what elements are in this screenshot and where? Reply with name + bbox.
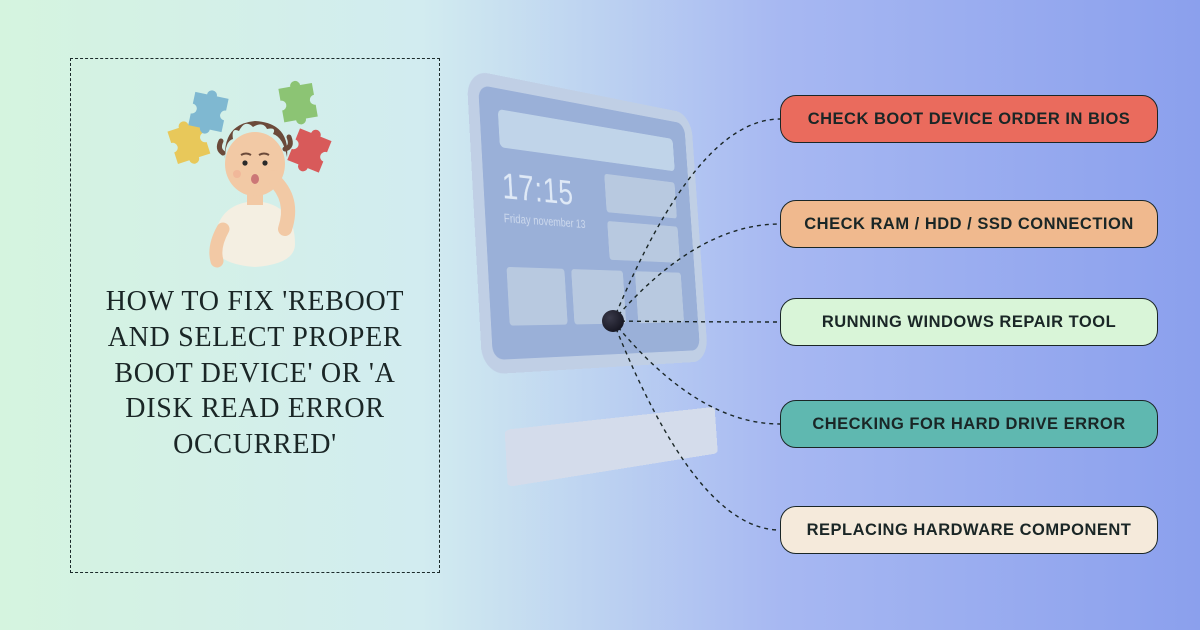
solution-label: RUNNING WINDOWS REPAIR TOOL xyxy=(822,313,1116,332)
title-panel: HOW TO FIX 'REBOOT AND SELECT PROPER BOO… xyxy=(70,58,440,573)
puzzle-piece-icon xyxy=(278,79,319,127)
solution-pill-4: REPLACING HARDWARE COMPONENT xyxy=(780,506,1158,554)
computer-illustration: 17:15 Friday november 13 xyxy=(478,85,720,533)
solution-pill-0: CHECK BOOT DEVICE ORDER IN BIOS xyxy=(780,95,1158,143)
solution-label: REPLACING HARDWARE COMPONENT xyxy=(807,521,1132,540)
solution-pill-1: CHECK RAM / HDD / SSD CONNECTION xyxy=(780,200,1158,248)
page-title: HOW TO FIX 'REBOOT AND SELECT PROPER BOO… xyxy=(101,284,409,463)
screen-time: 17:15 xyxy=(501,166,575,213)
solution-label: CHECKING FOR HARD DRIVE ERROR xyxy=(812,415,1125,434)
solution-pill-3: CHECKING FOR HARD DRIVE ERROR xyxy=(780,400,1158,448)
thinking-character xyxy=(155,79,355,269)
solution-pill-2: RUNNING WINDOWS REPAIR TOOL xyxy=(780,298,1158,346)
puzzle-piece-icon xyxy=(285,124,333,178)
keyboard-icon xyxy=(505,407,718,487)
solution-label: CHECK BOOT DEVICE ORDER IN BIOS xyxy=(808,110,1131,129)
solution-label: CHECK RAM / HDD / SSD CONNECTION xyxy=(804,215,1134,234)
monitor-icon: 17:15 Friday november 13 xyxy=(478,85,700,360)
hub-node xyxy=(602,310,624,332)
